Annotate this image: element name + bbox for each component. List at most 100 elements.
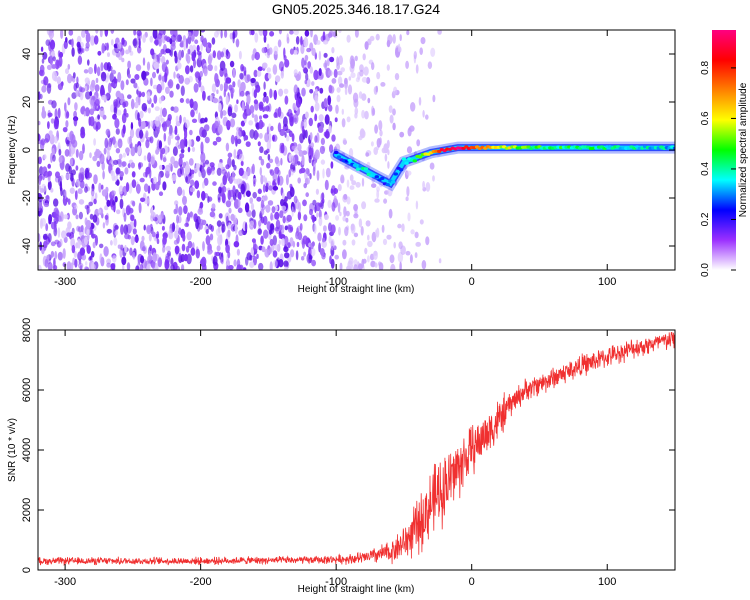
spectrogram-speckle [203, 124, 210, 132]
spectrogram-speckle [212, 50, 216, 59]
spectrogram-speckle [405, 60, 409, 69]
spectrogram-speckle [277, 175, 280, 186]
spectrogram-ridge-point [399, 168, 404, 172]
spectrogram-speckle [364, 41, 369, 50]
spectrogram-speckle [176, 186, 183, 196]
spectrogram-speckle [244, 222, 248, 233]
spectrogram-speckle [57, 227, 61, 238]
spectrogram-speckle [418, 96, 422, 106]
spectrogram-speckle [84, 266, 89, 270]
spectrogram-speckle [232, 68, 236, 78]
spectrogram-speckle [198, 170, 202, 178]
spectrogram-speckle [239, 264, 244, 270]
spectrogram-speckle [185, 176, 188, 183]
spectrogram-speckle [99, 30, 103, 38]
spectrogram-speckle [67, 63, 71, 70]
spectrogram-speckle [115, 148, 121, 154]
spectrogram-speckle [362, 53, 366, 61]
spectrogram-speckle [378, 120, 383, 131]
snr-y-tick-label: 0 [21, 567, 33, 573]
spectrogram-speckle [233, 164, 237, 171]
spectrogram-speckle [226, 265, 230, 270]
spectrogram-speckle [317, 232, 322, 242]
spectrogram-speckle [234, 135, 238, 142]
spectrogram-speckle [247, 167, 251, 176]
spectrogram-speckle [143, 183, 149, 192]
spectrogram-speckle [250, 247, 254, 257]
spectrogram-speckle [167, 135, 171, 146]
spectrogram-speckle [127, 94, 132, 99]
spectrogram-speckle [88, 116, 92, 126]
spectrogram-speckle [99, 243, 104, 249]
spectrogram-speckle [244, 135, 249, 141]
spectrogram-speckle [106, 262, 111, 268]
spectrogram-speckle [129, 135, 132, 145]
spectrogram-speckle [225, 77, 232, 84]
spectrogram-speckle [142, 34, 146, 43]
spectrogram-speckle [113, 159, 119, 165]
spectrogram-speckle [114, 78, 118, 84]
spectrogram-speckle [65, 68, 69, 75]
spectrogram-speckle [327, 32, 333, 39]
spectrogram-speckle [184, 164, 191, 175]
spectrogram-speckle [314, 135, 318, 143]
spectrogram-speckle [269, 31, 275, 37]
spectrogram-speckle [331, 47, 335, 54]
spectrogram-speckle [160, 107, 163, 118]
spectrogram-speckle [266, 182, 269, 188]
spectrogram-speckle [330, 224, 336, 234]
spectrogram-speckle [304, 54, 309, 62]
spectrogram-speckle [237, 207, 243, 214]
spectrogram-speckle [53, 136, 58, 144]
spectrogram-speckle [310, 30, 313, 38]
spectrogram-speckle [104, 137, 109, 149]
spectrogram-speckle [406, 30, 410, 36]
spectrogram-speckle [80, 130, 86, 139]
spectrogram-speckle [263, 195, 268, 201]
spectrogram-speckle [63, 40, 68, 49]
spectrogram-speckle [162, 181, 167, 191]
spectrogram-speckle [52, 56, 56, 62]
spectrogram-ridge-point [358, 164, 363, 168]
spectrogram-speckle [322, 31, 326, 42]
spectrogram-speckle [272, 235, 277, 246]
spectrogram-speckle [311, 81, 315, 86]
spectrogram-speckle [301, 87, 306, 97]
spectrogram-speckle [85, 261, 88, 266]
spectrogram-speckle [75, 165, 79, 171]
spectrogram-speckle [184, 128, 188, 140]
spectrogram-speckle [283, 88, 289, 95]
spectrogram-speckle [45, 223, 49, 232]
spectrogram-speckle [162, 236, 167, 245]
spectrogram-speckle [194, 39, 199, 44]
spectrogram-speckle [191, 146, 196, 152]
spectrogram-speckle [302, 235, 309, 245]
spectrogram-speckle [135, 96, 141, 103]
spectrogram-speckle [245, 141, 251, 148]
spectrogram-speckle [170, 30, 173, 35]
spectrogram-speckle [86, 207, 91, 214]
spectrogram-speckle [295, 98, 302, 108]
spectrogram-speckle [121, 37, 125, 45]
spectrogram-speckle [277, 122, 282, 133]
spectrogram-speckle [331, 134, 336, 142]
spectrogram-speckle [420, 37, 426, 45]
snr-y-tick-label: 2000 [21, 498, 33, 522]
spectrogram-speckle [173, 239, 179, 245]
spectrogram-speckle [66, 232, 72, 237]
spectrogram-speckle [141, 103, 147, 112]
spectrogram-speckle [283, 196, 288, 203]
spectrogram-speckle [47, 170, 53, 177]
spectrogram-speckle [407, 212, 411, 222]
spectrogram-speckle [119, 198, 124, 210]
spectrogram-speckle [80, 225, 84, 233]
spectrogram-speckle [214, 65, 218, 72]
spectrogram-speckle [78, 172, 82, 180]
spectrogram-speckle [316, 170, 320, 181]
spectrogram-speckle [311, 47, 316, 57]
spectrogram-speckle [190, 179, 195, 187]
spectrogram-speckle [341, 108, 344, 115]
spectrogram-speckle [437, 30, 442, 35]
spectrogram-ridge-point [334, 150, 339, 155]
